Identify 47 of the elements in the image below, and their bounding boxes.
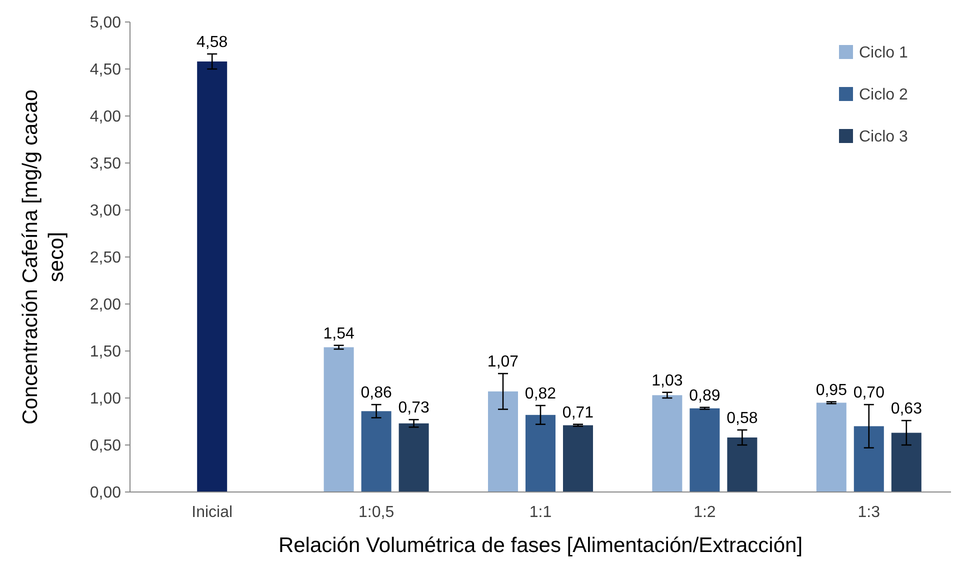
y-tick-label: 4,00 <box>90 108 122 126</box>
bar <box>398 423 429 492</box>
x-axis-title: Relación Volumétrica de fases [Alimentación/Extracción] <box>278 534 803 557</box>
bar <box>690 408 720 492</box>
y-tick-label: 3,00 <box>90 202 122 220</box>
bar <box>727 437 758 492</box>
x-tick-label: 1:1 <box>529 504 552 521</box>
bar <box>361 411 392 492</box>
bar <box>854 426 884 492</box>
x-tick-label: 1:3 <box>858 504 880 521</box>
y-axis-title: Concentración Cafeína [mg/g cacao seco] <box>19 89 68 425</box>
y-tick-label: 3,50 <box>90 156 122 173</box>
data-label: 4,58 <box>196 34 228 51</box>
data-label: 0,95 <box>816 382 848 399</box>
y-tick-label: 0,00 <box>90 484 122 502</box>
data-label: 0,70 <box>853 384 885 402</box>
data-label: 0,89 <box>689 387 720 404</box>
bar <box>324 347 354 492</box>
y-tick-label: 4,50 <box>90 62 122 79</box>
y-tick-label: 5,00 <box>90 14 122 32</box>
y-tick-label: 2,50 <box>90 250 122 267</box>
bar <box>526 414 556 492</box>
data-label: 0,63 <box>890 400 922 418</box>
bar <box>891 432 922 492</box>
y-tick-label: 1,50 <box>90 344 122 361</box>
data-label: 0,82 <box>524 386 556 403</box>
y-tick-label: 2,00 <box>90 296 122 314</box>
data-label: 0,58 <box>726 410 758 427</box>
bar <box>488 391 518 492</box>
data-label: 1,07 <box>487 354 519 371</box>
data-label: 1,54 <box>323 325 354 342</box>
y-tick-label: 0,50 <box>90 438 122 455</box>
x-tick-label: 1:2 <box>694 504 716 521</box>
x-tick-label: 1:0,5 <box>358 504 394 521</box>
y-tick-label: 1,00 <box>90 390 122 408</box>
legend-label: Ciclo 1 <box>859 44 908 62</box>
x-tick-label: Inicial <box>192 504 233 521</box>
data-label: 1,03 <box>652 372 683 390</box>
bar <box>652 395 682 492</box>
data-label: 0,71 <box>562 404 594 422</box>
data-label: 0,86 <box>360 384 392 402</box>
bar <box>563 425 593 492</box>
legend-label: Ciclo 3 <box>859 128 908 146</box>
legend-label: Ciclo 2 <box>859 86 908 104</box>
data-label: 0,73 <box>398 400 430 417</box>
bar <box>197 61 228 492</box>
bar <box>816 402 846 492</box>
